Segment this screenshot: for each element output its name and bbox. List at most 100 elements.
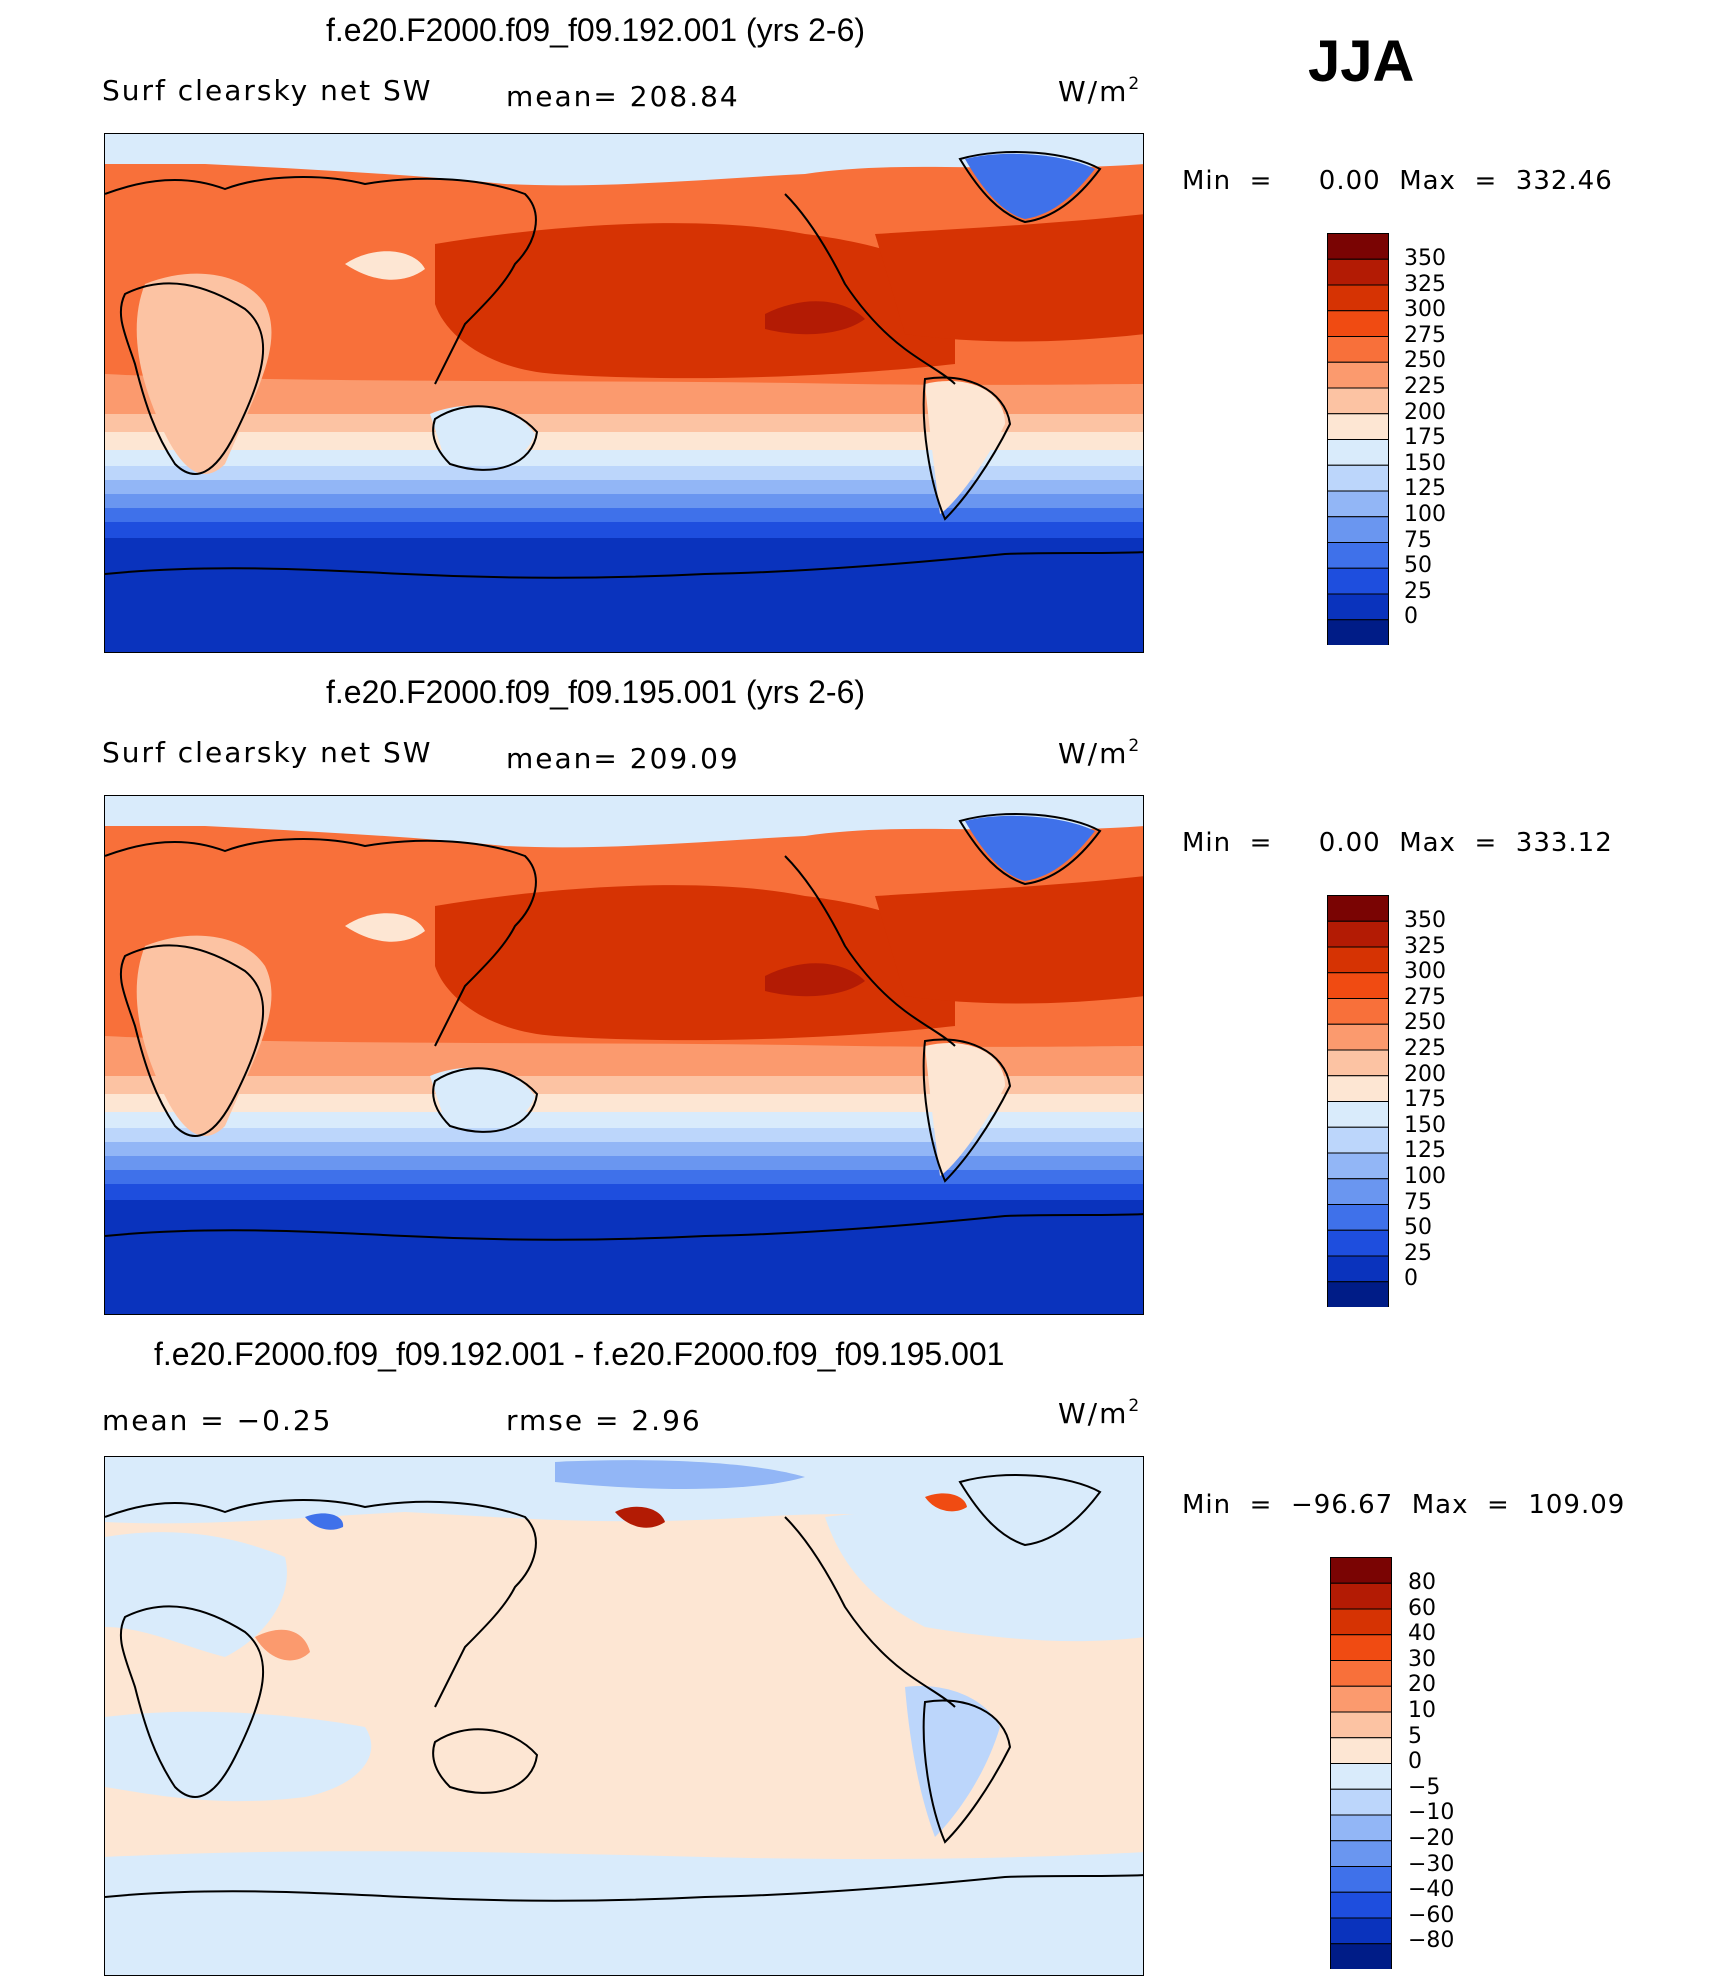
cb3-label-5: 5 [1408,1723,1422,1749]
panel2-map-svg [105,796,1143,1314]
panel3-colorbar [1330,1557,1392,1974]
cb1-segment-5 [1327,361,1389,389]
panel1-band-150 [105,450,1143,466]
cb1-label-275: 275 [1404,322,1446,348]
panel1-namerica-coast [784,193,956,385]
panel3-samerica-negative [905,1686,1000,1837]
cb3-segment-13 [1330,1891,1392,1919]
panel2-australia-field [430,1067,535,1128]
cb3-label-neg10: −10 [1408,1800,1455,1826]
cb2-segment-10 [1327,1152,1389,1180]
cb2-label-25: 25 [1404,1240,1432,1266]
panel1-antarctica-coast [105,551,1143,579]
cb1-segment-12 [1327,542,1389,569]
cb2-label-100: 100 [1404,1164,1446,1189]
cb1-label-325: 325 [1404,271,1446,297]
cb2-segment-3 [1327,972,1389,999]
cb2-segment-12 [1327,1204,1389,1231]
panel2-tibet-field [345,913,425,942]
cb3-label-neg80: −80 [1408,1928,1455,1954]
cb2-label-350: 350 [1404,908,1446,933]
cb1-label-25: 25 [1404,578,1432,604]
cb3-segment-10 [1330,1814,1392,1842]
panel2-colorbar-svg [1327,895,1389,1308]
panel1-units: W/m2 [1058,74,1141,108]
cb2-segment-0 [1327,895,1389,922]
cb1-segment-8 [1327,439,1389,466]
panel2-map [104,795,1144,1315]
panel3-africa-coast [119,1605,265,1798]
cb2-label-175: 175 [1404,1087,1446,1113]
cb3-label-neg40: −40 [1408,1877,1455,1903]
panel3-coastlines [105,1473,1143,1902]
panel3-australia-coast [432,1728,539,1794]
cb3-segment-9 [1330,1788,1392,1816]
panel1-minmax: Min = 0.00 Max = 332.46 [1182,166,1613,196]
panel2-units-text: W/m [1058,737,1129,770]
panel3-arabia-positive [255,1629,310,1661]
cb2-segment-9 [1327,1126,1389,1154]
panel2-band-125 [105,1128,1143,1142]
panel2-band-100 [105,1142,1143,1156]
panel1-tibet-field [345,251,425,280]
cb3-segment-0 [1330,1557,1392,1584]
panel3-title: f.e20.F2000.f09_f09.192.001 - f.e20.F200… [154,1336,1005,1372]
cb2-label-250: 250 [1404,1010,1446,1036]
panel3-namerica-negative [825,1511,1143,1642]
cb2-segment-14 [1327,1255,1389,1283]
panel1-map [104,133,1144,653]
cb2-segment-11 [1327,1178,1389,1205]
cb3-label-neg20: −20 [1408,1826,1455,1851]
panel1-colorbar-svg [1327,233,1389,646]
panel1-band-200 [105,414,1143,432]
panel1-australia-field [430,405,535,466]
panel2-eurasia-coast [105,838,537,1047]
cb3-segment-1 [1330,1582,1392,1610]
cb3-segment-6 [1330,1711,1392,1739]
cb1-label-300: 300 [1404,297,1446,323]
panel1-africa-coast [119,282,265,475]
panel2-band-50 [105,1170,1143,1184]
cb1-segment-11 [1327,516,1389,543]
panel1-samerica-coast [922,376,1012,521]
cb2-label-225: 225 [1404,1036,1446,1061]
cb3-label-40: 40 [1408,1621,1436,1647]
cb2-label-275: 275 [1404,984,1446,1010]
cb1-segment-10 [1327,490,1389,518]
panel3-indian-negative [105,1711,372,1802]
panel3-samerica-coast [922,1699,1012,1844]
cb1-label-75: 75 [1404,527,1432,553]
panel1-band-125 [105,466,1143,480]
cb3-segment-4 [1330,1660,1392,1687]
panel1-coastlines [105,150,1143,579]
panel1-pacific-max [435,223,955,379]
panel2-samerica-coast [922,1038,1012,1183]
panel2-atlantic-max [875,876,1143,1004]
panel1-band-25 [105,522,1143,538]
panel3-units-sup: 2 [1128,1396,1142,1416]
panel3-siberia-negative [305,1513,344,1530]
panel3-map-svg [105,1457,1143,1975]
panel2-band-200 [105,1076,1143,1094]
panel1-band-100 [105,480,1143,494]
cb3-segment-15 [1330,1943,1392,1970]
cb2-segment-5 [1327,1023,1389,1051]
panel3-colorbar-svg [1330,1557,1392,1970]
panel2-africa-field [136,935,272,1136]
cb3-label-20: 20 [1408,1672,1436,1698]
cb2-segment-6 [1327,1049,1389,1077]
cb2-segment-8 [1327,1101,1389,1128]
panel2-greenland [965,815,1095,881]
panel1-colorbar [1327,233,1389,650]
panel2-band-150 [105,1112,1143,1128]
panel1-variable-label: Surf clearsky net SW [102,74,433,107]
cb3-label-neg30: −30 [1408,1851,1455,1877]
panel3-eurasia-coast [105,1499,537,1708]
cb1-segment-0 [1327,233,1389,260]
panel3-minmax: Min = −96.67 Max = 109.09 [1182,1490,1626,1520]
panel1-australia-coast [432,405,539,471]
season-label: JJA [1308,29,1415,94]
cb1-segment-15 [1327,619,1389,646]
cb3-segment-12 [1330,1866,1392,1893]
panel3-units-text: W/m [1058,1397,1129,1430]
